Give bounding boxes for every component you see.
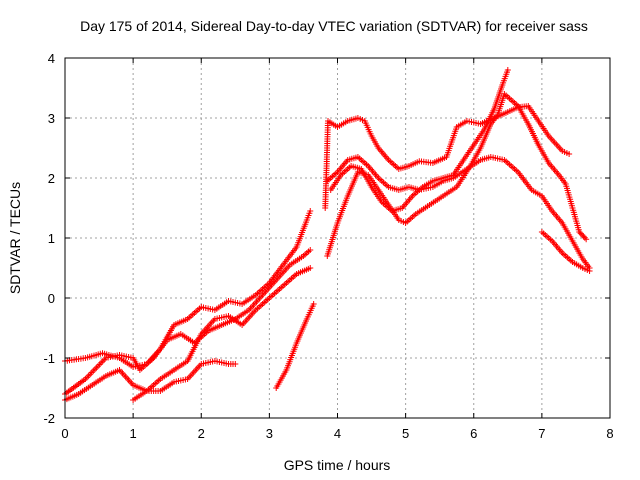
axis-ticks (64, 57, 611, 419)
x-tick-label: 8 (606, 426, 613, 441)
x-tick-label: 1 (130, 426, 137, 441)
x-tick-label: 5 (402, 426, 409, 441)
plot-area (62, 67, 593, 403)
x-tick-label: 6 (470, 426, 477, 441)
series-markers (62, 208, 314, 370)
y-tick-label: 3 (48, 111, 55, 126)
series-markers (327, 67, 511, 214)
series-trace-8 (324, 91, 590, 259)
series-markers (538, 229, 593, 274)
series-trace-6 (322, 103, 573, 211)
series-trace-10 (538, 229, 593, 274)
series-markers (324, 91, 590, 259)
y-tick-label: 0 (48, 291, 55, 306)
chart-title: Day 175 of 2014, Sidereal Day-to-day VTE… (80, 18, 588, 34)
y-tick-label: 4 (48, 51, 55, 66)
series-markers (273, 301, 317, 391)
series-trace-9 (327, 67, 511, 214)
series-markers (130, 265, 314, 403)
x-tick-label: 0 (61, 426, 68, 441)
y-tick-label: 2 (48, 171, 55, 186)
series-trace-2 (62, 358, 239, 403)
series-markers (62, 358, 239, 403)
series-markers (322, 103, 573, 211)
y-tick-labels: -2 -1 0 1 2 3 4 (43, 51, 55, 426)
y-axis-label: SDTVAR / TECUs (7, 182, 23, 294)
y-tick-label: 1 (48, 231, 55, 246)
x-axis-label: GPS time / hours (284, 457, 391, 473)
x-tick-label: 2 (198, 426, 205, 441)
x-tick-label: 3 (266, 426, 273, 441)
series-trace-5 (273, 301, 317, 391)
series-line (64, 210, 311, 368)
x-tick-label: 4 (334, 426, 341, 441)
y-tick-label: -1 (43, 351, 55, 366)
series-trace-1 (62, 208, 314, 370)
grid-lines (65, 58, 610, 418)
y-tick-label: -2 (43, 411, 55, 426)
x-tick-labels: 0 1 2 3 4 5 6 7 8 (61, 426, 613, 441)
series-trace-4 (130, 265, 314, 403)
series-line (64, 360, 236, 401)
x-tick-label: 7 (538, 426, 545, 441)
